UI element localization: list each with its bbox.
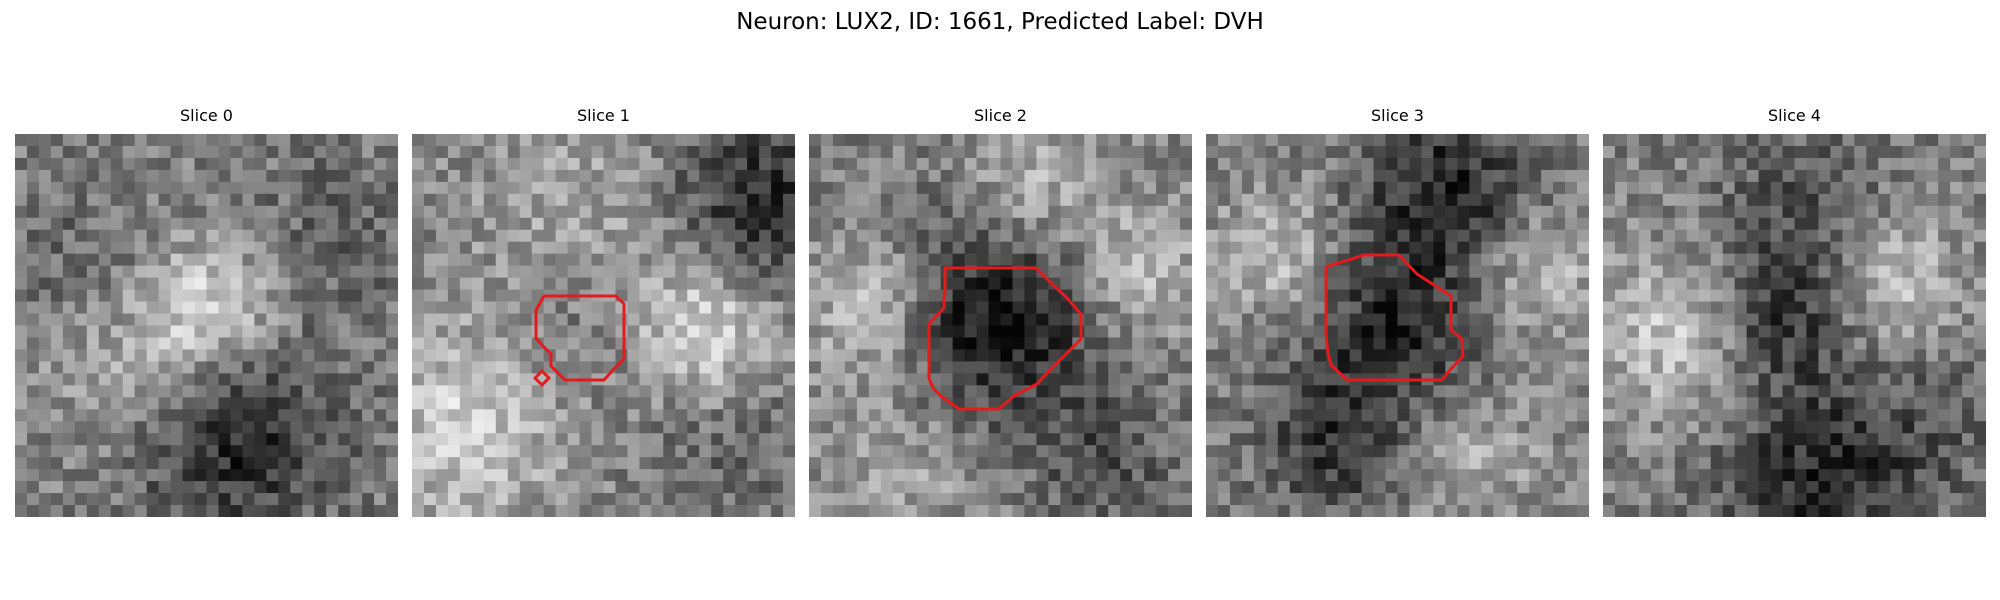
slice-panel-1: Slice 1 xyxy=(412,106,795,517)
slice-title-4: Slice 4 xyxy=(1768,106,1821,125)
slice-title-1: Slice 1 xyxy=(577,106,630,125)
slice-panel-3: Slice 3 xyxy=(1206,106,1589,517)
slice-panel-4: Slice 4 xyxy=(1603,106,1986,517)
slice-panel-0: Slice 0 xyxy=(15,106,398,517)
slice-image-4 xyxy=(1603,134,1986,517)
slice-image-3 xyxy=(1206,134,1589,517)
slice-image-2 xyxy=(809,134,1192,517)
slice-image-0 xyxy=(15,134,398,517)
slice-title-3: Slice 3 xyxy=(1371,106,1424,125)
roi-outline-1 xyxy=(534,294,626,382)
figure-title: Neuron: LUX2, ID: 1661, Predicted Label:… xyxy=(736,9,1264,35)
slice-title-2: Slice 2 xyxy=(974,106,1027,125)
slice-image-1 xyxy=(412,134,795,517)
slice-panel-2: Slice 2 xyxy=(809,106,1192,517)
slice-title-0: Slice 0 xyxy=(180,106,233,125)
roi-fragment-1 xyxy=(533,369,551,387)
roi-outline-3 xyxy=(1324,253,1465,382)
roi-outline-2 xyxy=(927,266,1083,411)
